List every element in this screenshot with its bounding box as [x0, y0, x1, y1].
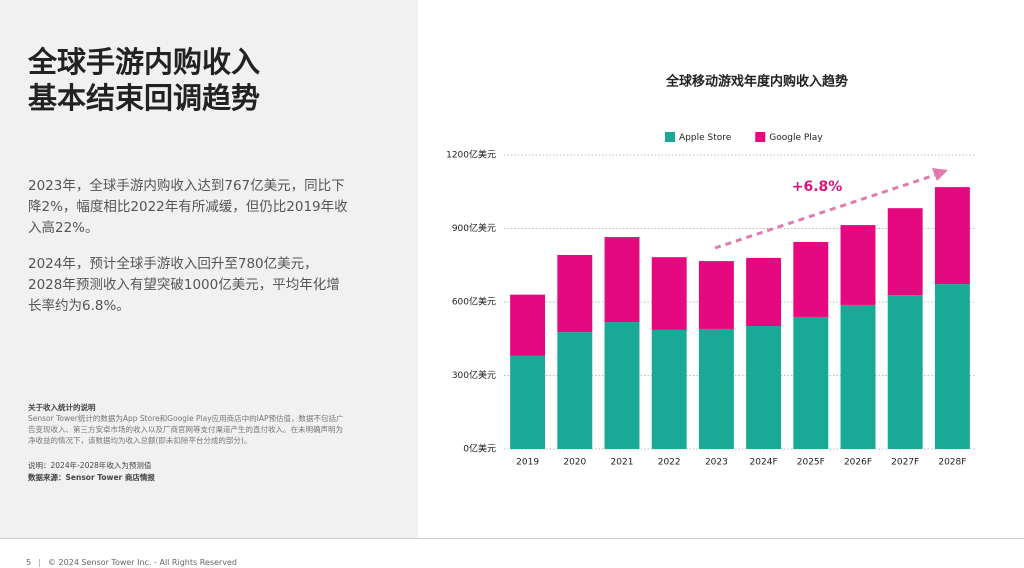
- bar-segment: [793, 241, 829, 317]
- chart: 全球移动游戏年度内购收入趋势 0亿美元 300亿美元 600亿美元 900亿美元 120…: [446, 74, 976, 468]
- legend-swatch: [755, 132, 766, 142]
- paragraph: 2023年，全球手游内购收入达到767亿美元，同比下降2%，幅度相比2022年有…: [28, 178, 348, 236]
- x-tick-label: 2023: [705, 458, 728, 468]
- arrow-head: [932, 168, 948, 181]
- y-tick-label: 1200亿美元: [446, 149, 496, 161]
- note-heading: 关于收入统计的说明: [28, 403, 96, 412]
- footnote: 说明：2024年-2028年收入为预测值: [28, 461, 152, 470]
- paragraph: 2024年，预计全球手游收入回升至780亿美元，2028年预测收入有望突破100…: [28, 256, 340, 314]
- bar-segment: [698, 328, 734, 449]
- x-tick-label: 2024F: [750, 458, 778, 468]
- bar-segment: [604, 322, 640, 449]
- x-tick-label: 2025F: [797, 458, 825, 468]
- bar-segment: [651, 329, 687, 449]
- bar-segment: [840, 304, 876, 449]
- bar-segment: [557, 254, 593, 333]
- x-tick-label: 2027F: [891, 458, 919, 468]
- bar-segment: [557, 332, 593, 449]
- left-panel: 全球手游内购收入 基本结束回调趋势 2023年，全球手游内购收入达到767亿美元…: [0, 0, 418, 538]
- legend-label: Google Play: [769, 133, 823, 143]
- x-tick-label: 2028F: [938, 458, 966, 468]
- title-line: 全球手游内购收入: [28, 45, 261, 79]
- bar-segment: [698, 261, 734, 329]
- slide-title: 全球手游内购收入 基本结束回调趋势: [28, 44, 260, 116]
- bar-segment: [793, 316, 829, 449]
- bar-segment: [746, 326, 782, 449]
- x-tick-label: 2021: [611, 458, 634, 468]
- legend-label: Apple Store: [679, 133, 732, 143]
- y-tick-label: 900亿美元: [452, 222, 496, 234]
- bar-segment: [510, 294, 546, 356]
- bar-segment: [510, 355, 546, 449]
- bar-segment: [887, 208, 923, 296]
- y-tick-label: 300亿美元: [452, 369, 496, 381]
- x-tick-label: 2022: [658, 458, 681, 468]
- footnote: 数据来源：Sensor Tower 商店情报: [28, 473, 155, 482]
- bar-segment: [934, 187, 970, 285]
- copyright: © 2024 Sensor Tower Inc. - All Rights Re…: [48, 558, 237, 567]
- title-line: 基本结束回调趋势: [28, 81, 261, 115]
- legend-swatch: [665, 132, 675, 142]
- footer-line: [0, 538, 1024, 539]
- x-tick-label: 2019: [516, 458, 539, 468]
- bar-segment: [651, 257, 687, 330]
- y-tick-label: 600亿美元: [452, 296, 496, 308]
- y-tick-label: 0亿美元: [463, 443, 496, 455]
- chart-title: 全球移动游戏年度内购收入趋势: [665, 74, 848, 90]
- note-text: Sensor Tower统计的数据为App Store和Google Play应…: [28, 414, 344, 445]
- bar-segment: [604, 237, 640, 323]
- x-tick-label: 2026F: [844, 458, 872, 468]
- x-tick-label: 2020: [563, 458, 586, 468]
- bar-segment: [840, 225, 876, 305]
- annotation: +6.8%: [792, 179, 843, 195]
- page-number: 5: [26, 558, 32, 567]
- bar-segment: [934, 284, 970, 449]
- separator: |: [38, 558, 41, 567]
- bar-segment: [887, 295, 923, 449]
- bar-segment: [746, 257, 782, 327]
